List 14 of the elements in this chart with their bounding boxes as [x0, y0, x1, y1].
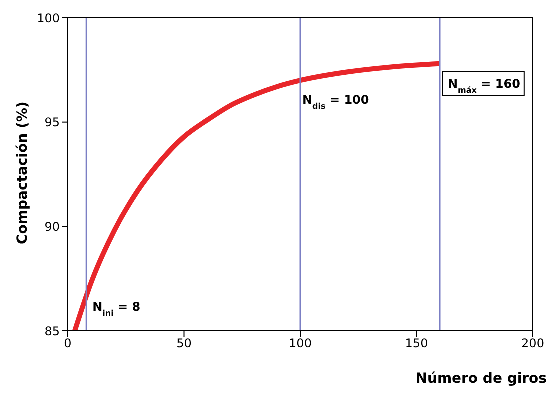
ref-line-label: N$_{máx}$ = 160: [448, 77, 520, 94]
x-tick-label: 100: [289, 336, 312, 351]
y-tick-label: 85: [44, 324, 60, 338]
x-tick-label: 50: [176, 336, 192, 351]
x-tick-label: 0: [64, 336, 72, 351]
ref-line-label: N$_{dis}$ = 100: [302, 93, 370, 110]
ref-line-label: N$_{ini}$ = 8: [92, 300, 141, 318]
x-tick-label: 200: [522, 336, 544, 351]
x-axis-title: Número de giros: [416, 371, 547, 387]
y-tick-label: 100: [37, 11, 60, 26]
y-tick-label: 90: [44, 220, 60, 234]
y-axis-title: Compactación (%): [14, 102, 31, 244]
x-tick-label: 150: [405, 336, 428, 351]
y-tick-label: 95: [44, 116, 60, 130]
